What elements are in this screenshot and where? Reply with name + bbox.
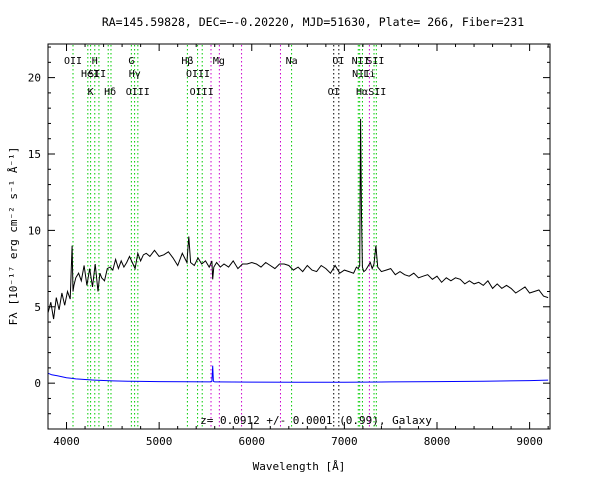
line-label: Li — [363, 69, 375, 80]
x-axis-label: Wavelength [Å] — [253, 460, 346, 473]
line-label: NII — [352, 56, 370, 67]
x-tick-label: 7000 — [331, 435, 358, 448]
line-label: SII — [366, 56, 384, 67]
line-label: Hβ — [181, 56, 193, 67]
line-label: Na — [286, 56, 298, 67]
line-label: SII — [368, 87, 386, 98]
line-label: Hγ — [129, 69, 141, 80]
line-label: NII — [352, 69, 370, 80]
x-tick-label: 9000 — [516, 435, 543, 448]
line-label: SII — [88, 69, 106, 80]
line-label: Mg — [213, 56, 225, 67]
line-label: OI — [328, 87, 340, 98]
x-tick-label: 8000 — [424, 435, 451, 448]
x-tick-label: 4000 — [53, 435, 80, 448]
line-label: H — [92, 56, 98, 67]
line-label: OIII — [186, 69, 210, 80]
line-label: Hα — [356, 87, 368, 98]
plot-frame — [47, 43, 551, 430]
line-label: OIII — [126, 87, 150, 98]
flux-series-line — [47, 118, 549, 320]
error-series-line — [47, 365, 549, 383]
line-label: OI — [332, 56, 344, 67]
line-label: G — [128, 56, 134, 67]
line-label: OIII — [190, 87, 214, 98]
x-axis-ticks: 4000 5000 6000 7000 8000 9000 — [47, 44, 549, 448]
x-tick-label: 5000 — [146, 435, 173, 448]
y-axis-ticks: 0 5 10 15 20 — [28, 46, 550, 430]
chart-title: RA=145.59828, DEC=−-0.20220, MJD=51630, … — [102, 15, 524, 29]
flux-series-layer — [47, 118, 549, 320]
line-label: HeI — [81, 69, 99, 80]
y-tick-label: 15 — [28, 148, 41, 161]
error-series-layer — [47, 365, 549, 383]
line-label: OII — [64, 56, 82, 67]
y-tick-label: 0 — [34, 377, 41, 390]
y-tick-label: 10 — [28, 224, 41, 237]
x-tick-label: 6000 — [239, 435, 266, 448]
y-tick-label: 20 — [28, 72, 41, 85]
line-label: K — [88, 87, 94, 98]
y-tick-label: 5 — [34, 301, 41, 314]
redshift-annotation: z= 0.0912 +/- 0.0001 (0.99), Galaxy — [200, 414, 432, 427]
line-label: Hδ — [104, 87, 116, 98]
y-axis-label: Fλ [10⁻¹⁷ erg cm⁻² s⁻¹ Å⁻¹] — [7, 147, 20, 326]
